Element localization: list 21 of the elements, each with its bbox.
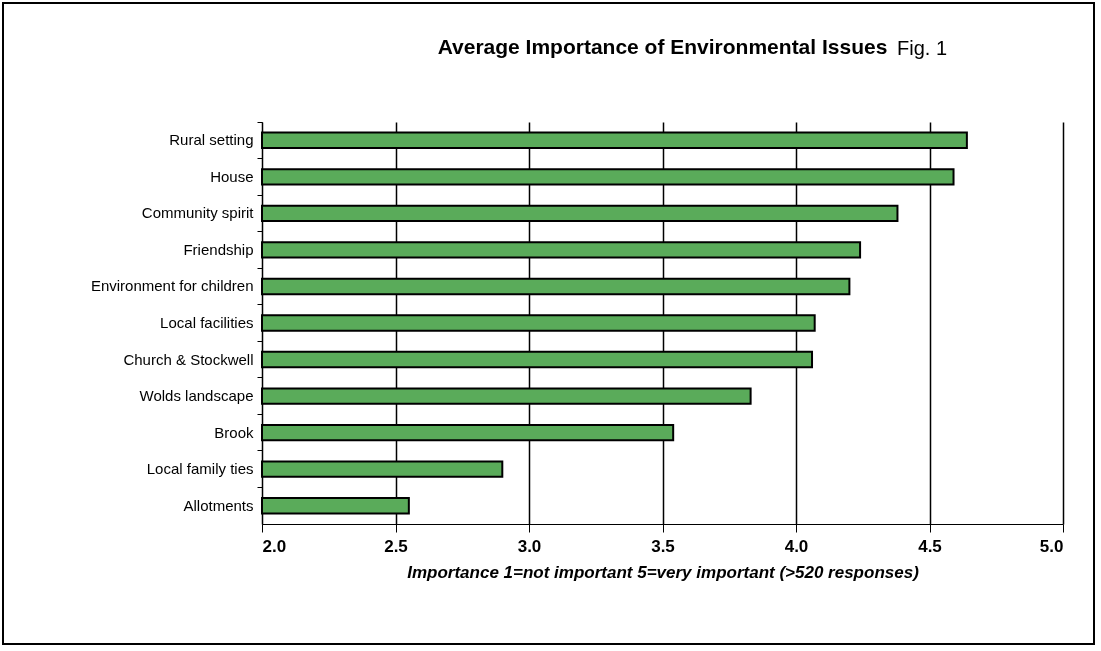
caption: Fig. 1: [897, 37, 948, 60]
x-tick-label: 2.0: [262, 536, 287, 556]
y-tick-label: Friendship: [183, 240, 254, 258]
x-tick-label: 5.0: [1039, 536, 1064, 556]
x-tick-label: 3.5: [651, 536, 675, 556]
chart-title: Average Importance of Environmental Issues: [437, 34, 888, 58]
y-tick-label: Allotments: [183, 496, 254, 514]
y-tick-label: Community spirit: [141, 204, 255, 222]
x-tick-label: 4.5: [918, 536, 942, 556]
y-tick-label: Brook: [214, 423, 254, 441]
y-tick-label: Church & Stockwell: [123, 350, 254, 368]
y-tick-label: Wolds landscape: [139, 387, 254, 405]
y-tick-label: House: [210, 167, 254, 185]
x-axis-title: Importance 1=not important 5=very important (>520 responses): [407, 562, 920, 582]
y-tick-label: Environment for children: [90, 277, 254, 295]
x-tick-label: 4.0: [784, 536, 809, 556]
y-tick-label: Local facilities: [160, 314, 254, 331]
x-tick-label: 2.5: [384, 536, 408, 556]
y-tick-label: Rural setting: [169, 131, 254, 149]
y-tick-label: Local family ties: [146, 460, 254, 478]
x-tick-label: 3.0: [517, 536, 542, 556]
